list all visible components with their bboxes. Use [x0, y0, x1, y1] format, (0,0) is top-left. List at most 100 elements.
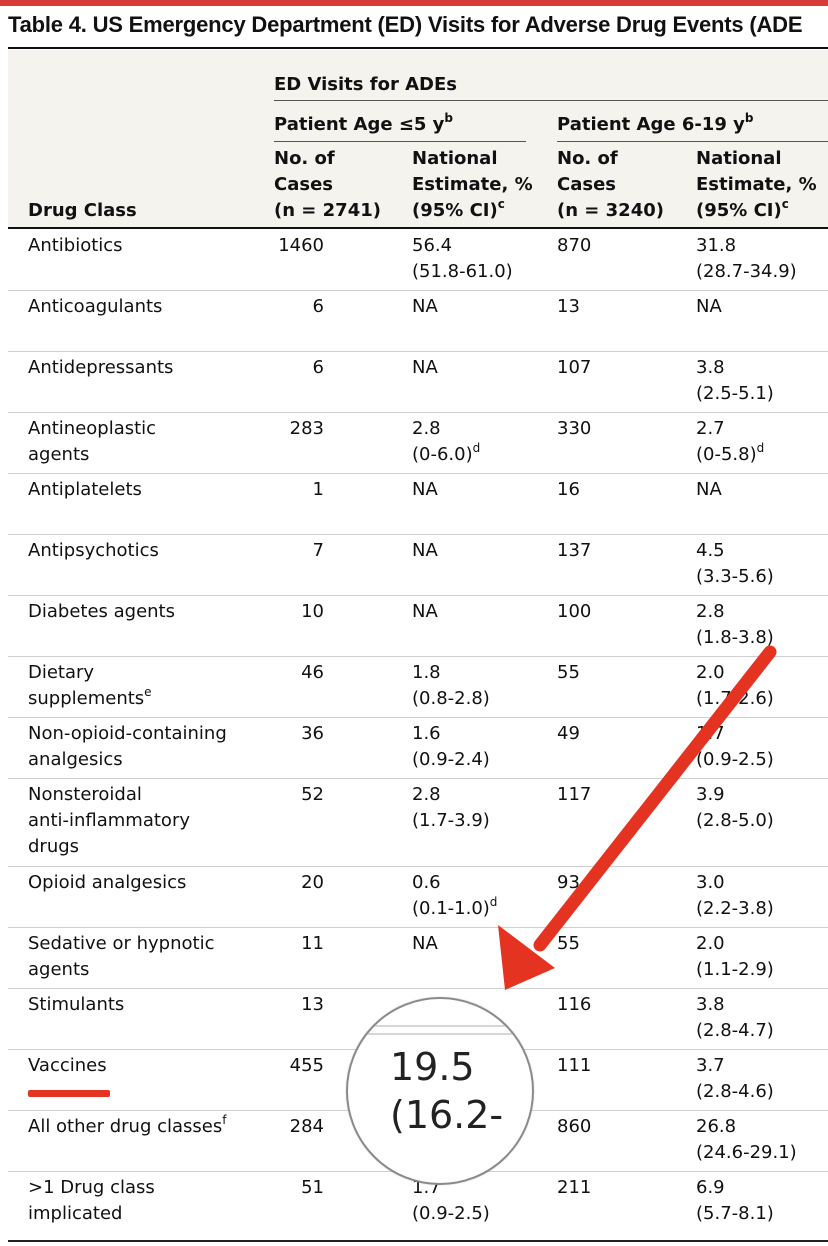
cell-line: Vaccines	[28, 1055, 107, 1076]
cell-line: Non-opioid-containing	[28, 723, 227, 744]
cell-estimate-age-6-19: 3.9 (2.8-5.0)	[696, 782, 774, 834]
cell-line: (2.8-4.6)	[696, 1081, 774, 1102]
row-divider	[8, 595, 828, 596]
cell-line: Sedative or hypnotic	[28, 933, 215, 954]
cell-estimate-age-6-19: 2.0 (1.1-2.9)	[696, 931, 774, 983]
cell-line: (0.9-2.5)	[412, 1203, 490, 1224]
cell-cases-age-6-19: 211	[557, 1177, 592, 1198]
cell-line: (24.6-29.1)	[696, 1142, 797, 1163]
cell-cases-age-6-19: 870	[557, 235, 592, 256]
cell-cases-age-6-19: 117	[557, 784, 592, 805]
header-cases-1: No. of Cases (n = 2741)	[274, 148, 381, 221]
magnifier-callout: 19.5 (16.2-	[346, 997, 534, 1185]
header-age-group-1-rule	[274, 141, 526, 142]
cell-cases-age-0-5: 283	[289, 418, 324, 439]
cell-line: 2.8	[412, 418, 441, 439]
cell-line: 3.8	[696, 994, 725, 1015]
cell-line: NA	[412, 933, 438, 954]
annotation-arrow-line	[533, 645, 777, 952]
cell-cases-age-6-19: 13	[557, 296, 580, 317]
cell-cases-age-6-19: 55	[557, 662, 580, 683]
cell-drug-class: Antibiotics	[28, 233, 123, 259]
cell-cases-age-6-19: 100	[557, 601, 592, 622]
cell-line: (2.5-5.1)	[696, 383, 774, 404]
cell-line: 4.5	[696, 540, 725, 561]
cell-line: Nonsteroidal	[28, 784, 142, 805]
cell-cases-age-6-19: 16	[557, 479, 580, 500]
cell-cases-age-0-5: 1460	[278, 235, 324, 256]
cell-line: (0-5.8)d	[696, 441, 765, 465]
cell-line: (2.2-3.8)	[696, 898, 774, 919]
cell-line: 0.6	[412, 872, 441, 893]
cell-cases-age-6-19: 55	[557, 933, 580, 954]
row-divider	[8, 351, 828, 352]
cell-cases-age-0-5: 284	[289, 1116, 324, 1137]
cell-line: Diabetes agents	[28, 601, 175, 622]
cell-line: 2.0	[696, 662, 725, 683]
cell-line: (51.8-61.0)	[412, 261, 513, 282]
cell-drug-class: Vaccines	[28, 1053, 107, 1079]
cell-line: analgesics	[28, 749, 123, 770]
cell-line: (1.8-3.8)	[696, 627, 774, 648]
header-cases-2: No. of Cases (n = 3240)	[557, 148, 664, 221]
row-divider	[8, 778, 828, 779]
table-bottom-rule	[8, 1240, 828, 1242]
cell-line: NA	[412, 479, 438, 500]
cell-drug-class: Sedative or hypnotic agents	[28, 931, 214, 983]
magnifier-estimate: 19.5	[390, 1045, 475, 1089]
cell-line: anti-inflammatory	[28, 810, 190, 831]
cell-cases-age-6-19: 330	[557, 418, 592, 439]
cell-drug-class: Antipsychotics	[28, 538, 159, 564]
cell-drug-class: Diabetes agents	[28, 599, 175, 625]
header-group-label: ED Visits for ADEs	[274, 74, 457, 95]
cell-cases-age-0-5: 455	[289, 1055, 324, 1076]
cell-line: Antidepressants	[28, 357, 174, 378]
cell-estimate-age-6-19: 3.7 (2.8-4.6)	[696, 1053, 774, 1105]
cell-line: 3.7	[696, 1055, 725, 1076]
row-divider	[8, 717, 828, 718]
cell-line: NA	[412, 540, 438, 561]
cell-drug-class: Antiplatelets	[28, 477, 142, 503]
row-divider	[8, 534, 828, 535]
cell-line: agents	[28, 444, 90, 465]
cell-cases-age-0-5: 52	[301, 784, 324, 805]
cell-line: (28.7-34.9)	[696, 261, 797, 282]
cell-line: NA	[696, 296, 722, 317]
cell-line: 2.7	[696, 418, 725, 439]
cell-line: All other drug classesf	[28, 1113, 227, 1137]
cell-line: (5.7-8.1)	[696, 1203, 774, 1224]
table-header-background	[8, 50, 828, 228]
header-group-rule	[274, 100, 828, 101]
cell-line: (2.8-5.0)	[696, 810, 774, 831]
header-estimate-2: National Estimate, % (95% CI)c	[696, 148, 817, 221]
cell-cases-age-0-5: 1	[312, 479, 324, 500]
cell-cases-age-0-5: 10	[301, 601, 324, 622]
cell-cases-age-0-5: 51	[301, 1177, 324, 1198]
cell-estimate-age-6-19: 26.8 (24.6-29.1)	[696, 1114, 797, 1166]
cell-line: Anticoagulants	[28, 296, 163, 317]
table-title: Table 4. US Emergency Department (ED) Vi…	[8, 12, 803, 37]
row-divider	[8, 412, 828, 413]
cell-line: 3.0	[696, 872, 725, 893]
cell-cases-age-6-19: 137	[557, 540, 592, 561]
cell-line: Antibiotics	[28, 235, 123, 256]
cell-drug-class: Antineoplastic agents	[28, 416, 156, 468]
row-divider	[8, 988, 828, 989]
cell-cases-age-6-19: 93	[557, 872, 580, 893]
cell-estimate-age-6-19: 3.8 (2.8-4.7)	[696, 992, 774, 1044]
cell-cases-age-6-19: 107	[557, 357, 592, 378]
cell-line: (0.9-2.5)	[696, 749, 774, 770]
cell-drug-class: Opioid analgesics	[28, 870, 186, 896]
cell-line: (0.8-2.8)	[412, 688, 490, 709]
cell-cases-age-0-5: 20	[301, 872, 324, 893]
title-rule	[8, 47, 828, 49]
header-estimate-1: National Estimate, % (95% CI)c	[412, 148, 533, 221]
cell-line: >1 Drug class	[28, 1177, 155, 1198]
cell-line: agents	[28, 959, 90, 980]
cell-cases-age-6-19: 49	[557, 723, 580, 744]
header-drug-class: Drug Class	[28, 200, 137, 221]
cell-estimate-age-6-19: NA	[696, 294, 722, 320]
cell-line: Antiplatelets	[28, 479, 142, 500]
cell-line: NA	[412, 601, 438, 622]
